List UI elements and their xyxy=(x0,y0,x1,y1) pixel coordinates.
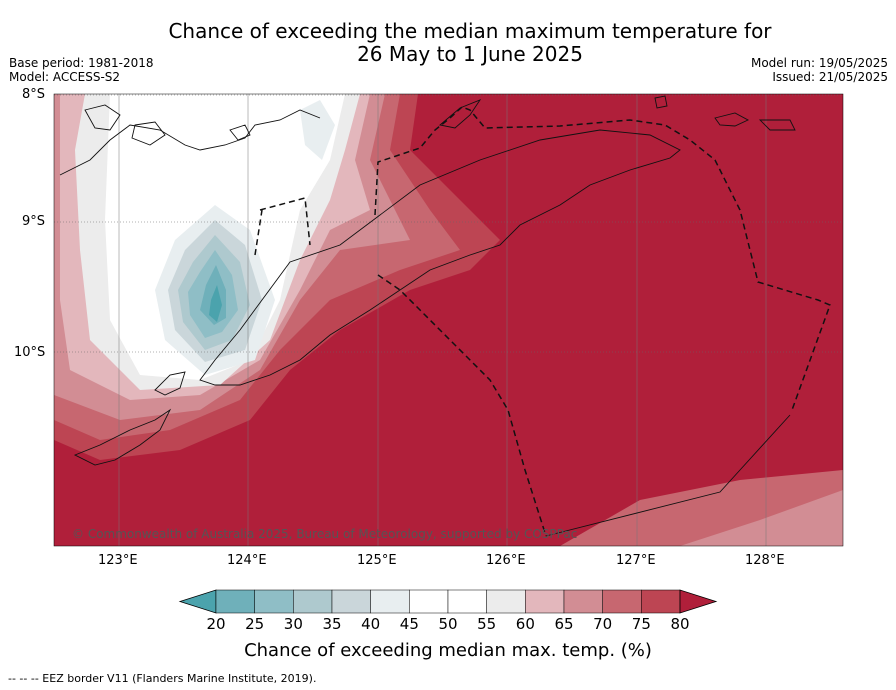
field-top-50 xyxy=(230,96,300,170)
graticule xyxy=(54,94,843,353)
lon-label-124e: 124°E xyxy=(227,553,267,568)
colorbar-tick-label: 75 xyxy=(631,615,651,633)
colorbar-tick-label: 35 xyxy=(322,615,342,633)
colorbar-tick-label: 70 xyxy=(593,615,613,633)
field-top-45 xyxy=(300,100,335,160)
island-c xyxy=(229,124,251,141)
colorbar-segment xyxy=(370,589,410,614)
field-se-70 xyxy=(680,490,843,546)
meta-right: Model run: 19/05/2025 Issued: 21/05/2025 xyxy=(751,56,888,84)
base-period: Base period: 1981-2018 xyxy=(9,56,154,70)
colorbar-tick-label: 80 xyxy=(670,615,690,633)
colorbar-tick-label: 20 xyxy=(206,615,226,633)
colorbar-tick-label: 50 xyxy=(438,615,458,633)
colorbar-segment xyxy=(525,589,565,614)
field-20 xyxy=(209,285,222,322)
coastlines xyxy=(59,95,796,537)
meta-left: Base period: 1981-2018 Model: ACCESS-S2 xyxy=(9,56,154,84)
colorbar-segment xyxy=(254,589,294,614)
colorbar-segment xyxy=(215,589,255,614)
chart-title: Chance of exceeding the median maximum t… xyxy=(0,20,896,66)
rote-coast xyxy=(73,408,172,466)
colorbar-tick-label: 30 xyxy=(283,615,303,633)
island-e xyxy=(654,95,668,109)
island-wetar xyxy=(439,99,482,129)
model-name: Model: ACCESS-S2 xyxy=(9,70,121,84)
lon-label-127e: 127°E xyxy=(616,553,656,568)
colorbar-segment xyxy=(331,589,371,614)
eez-timor-east xyxy=(374,106,831,411)
colorbar-segment xyxy=(486,589,526,614)
island-a xyxy=(84,104,121,131)
colorbar-tick-label: 65 xyxy=(554,615,574,633)
map-frame xyxy=(53,93,844,547)
colorbar-tick-label: 40 xyxy=(361,615,381,633)
lat-label-9s: 9°S xyxy=(22,214,46,229)
eez-oecusse xyxy=(259,197,311,246)
model-run: Model run: 19/05/2025 xyxy=(750,56,888,70)
colorbar-tick-label: 25 xyxy=(245,615,265,633)
island-d xyxy=(154,371,186,396)
colorbar-segment xyxy=(293,589,333,614)
lat-label-8s: 8°S xyxy=(22,87,46,102)
colorbar-title: Chance of exceeding median max. temp. (%… xyxy=(244,640,652,661)
lon-label-126e: 126°E xyxy=(486,553,526,568)
colorbar-tick-label: 45 xyxy=(399,615,419,633)
title-line-1: Chance of exceeding the median maximum t… xyxy=(168,19,772,43)
island-g xyxy=(758,119,796,131)
timor-coast xyxy=(199,129,681,386)
eez-footnote: -- -- -- EEZ border V11 (Flanders Marine… xyxy=(8,672,317,685)
lon-label-128e: 128°E xyxy=(745,553,785,568)
colorbar-segment xyxy=(602,589,642,614)
lon-label-123e: 123°E xyxy=(98,553,138,568)
aus-coast xyxy=(545,414,791,537)
eez-borders xyxy=(254,106,831,537)
colorbar-tick-label: 55 xyxy=(477,615,497,633)
colorbar-extension-low xyxy=(178,589,217,614)
island-f xyxy=(714,112,750,127)
colorbar-extension-high xyxy=(679,589,718,614)
map-area xyxy=(54,94,843,546)
title-line-2: 26 May to 1 June 2025 xyxy=(357,42,583,66)
colorbar-segment xyxy=(563,589,603,614)
copyright-note: © Commonwealth of Australia 2025, Bureau… xyxy=(72,527,578,541)
flores-coast xyxy=(59,109,321,176)
eez-south xyxy=(377,274,547,537)
lon-label-125e: 125°E xyxy=(357,553,397,568)
lat-label-10s: 10°S xyxy=(14,345,46,360)
colorbar-segment xyxy=(641,589,681,614)
meridians xyxy=(118,94,767,546)
colorbar-segment xyxy=(447,589,487,614)
issued-date: Issued: 21/05/2025 xyxy=(772,70,888,84)
island-b xyxy=(131,121,166,146)
colorbar xyxy=(178,589,718,614)
colorbar-tick-label: 60 xyxy=(515,615,535,633)
colorbar-segment xyxy=(409,589,449,614)
